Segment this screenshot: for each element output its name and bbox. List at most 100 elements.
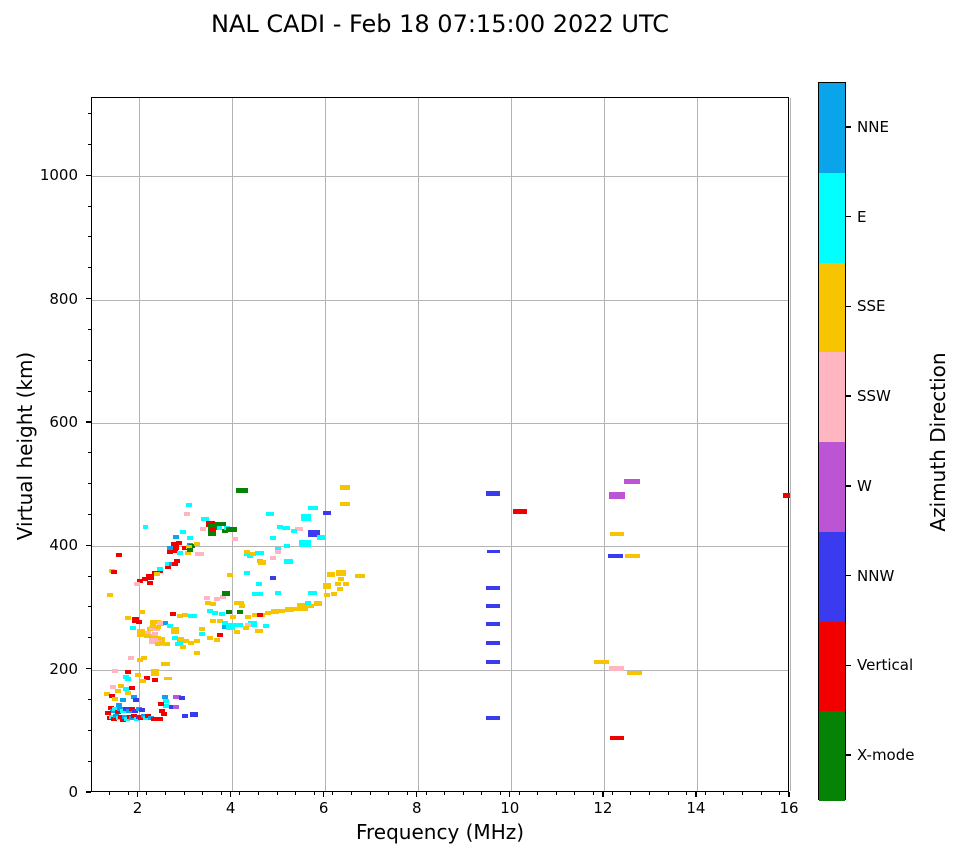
y-minor-tick — [88, 452, 91, 454]
y-minor-tick — [88, 359, 91, 361]
data-point — [245, 623, 252, 628]
data-point — [105, 710, 112, 715]
colorbar-segment-nne — [819, 83, 845, 173]
colorbar-segment-ssw — [819, 352, 845, 442]
data-point — [182, 546, 189, 551]
data-point — [188, 641, 195, 646]
x-minor-tick — [686, 792, 688, 795]
data-point — [205, 521, 215, 528]
x-minor-tick — [741, 792, 743, 795]
data-point — [337, 586, 344, 591]
x-major-tick-2 — [136, 792, 139, 797]
data-point — [171, 541, 180, 550]
data-point — [220, 594, 227, 599]
x-minor-tick — [537, 792, 539, 795]
data-point — [109, 708, 116, 713]
x-minor-tick — [779, 792, 781, 795]
data-point — [175, 641, 184, 646]
data-point — [266, 512, 275, 517]
data-point — [111, 668, 118, 673]
data-point — [113, 713, 120, 718]
data-point — [159, 641, 166, 646]
x-minor-tick — [109, 792, 111, 795]
data-point — [103, 691, 110, 696]
colorbar-label-sse: SSE — [857, 297, 886, 316]
data-point — [171, 548, 178, 553]
y-major-tick-1000 — [86, 174, 91, 176]
data-point — [176, 541, 183, 546]
data-point — [162, 699, 169, 704]
data-point — [334, 581, 341, 586]
data-point — [179, 696, 186, 701]
x-minor-tick — [220, 792, 222, 795]
data-point — [274, 591, 281, 596]
data-point — [323, 582, 332, 589]
gridline-x-16 — [790, 98, 791, 791]
y-tick-label-600: 600 — [49, 412, 78, 431]
data-point — [486, 660, 501, 665]
colorbar-segment-e — [819, 172, 845, 263]
data-point — [156, 620, 163, 625]
data-point — [305, 601, 312, 606]
y-major-tick-200 — [86, 667, 91, 670]
data-point — [180, 644, 187, 649]
x-major-tick-12 — [602, 792, 604, 797]
data-point — [225, 622, 235, 630]
x-minor-tick — [295, 792, 297, 795]
data-point — [213, 525, 223, 530]
colorbar-segment-nnw — [819, 531, 845, 622]
data-point — [204, 596, 211, 601]
y-tick-label-800: 800 — [49, 289, 78, 308]
data-point — [161, 712, 168, 717]
data-point — [252, 591, 259, 596]
data-point — [129, 716, 136, 721]
x-minor-tick — [760, 792, 762, 795]
data-point — [159, 708, 166, 713]
data-point — [255, 581, 262, 586]
data-point — [128, 655, 135, 660]
data-point — [162, 704, 169, 709]
data-point — [163, 677, 172, 681]
data-point — [131, 617, 139, 624]
data-point — [163, 641, 170, 646]
data-point — [200, 527, 207, 532]
data-point — [222, 620, 229, 625]
data-point — [123, 706, 130, 711]
data-point — [156, 568, 163, 573]
data-point — [324, 593, 331, 598]
colorbar — [818, 82, 846, 801]
data-point — [226, 527, 238, 533]
x-tick-label-4: 4 — [225, 799, 236, 817]
data-point — [222, 625, 229, 630]
colorbar-label-vertical: Vertical — [857, 656, 914, 675]
data-point — [155, 625, 162, 630]
data-point — [291, 528, 298, 533]
y-axis-label: Virtual height (km) — [13, 351, 37, 541]
data-point — [277, 525, 284, 530]
data-point — [141, 655, 148, 660]
data-point — [207, 609, 214, 614]
colorbar-tick-sse — [846, 305, 851, 308]
data-point — [182, 638, 189, 643]
data-point — [142, 577, 149, 581]
data-point — [124, 670, 131, 675]
data-point — [136, 657, 143, 662]
data-point — [222, 528, 229, 533]
data-point — [234, 630, 241, 635]
data-point — [236, 601, 245, 606]
data-point — [152, 631, 159, 636]
data-point — [782, 492, 790, 498]
x-minor-tick — [444, 792, 446, 795]
data-point — [130, 695, 137, 700]
data-point — [247, 554, 254, 559]
data-point — [217, 633, 224, 638]
data-point — [257, 591, 264, 596]
y-minor-tick — [88, 729, 91, 731]
x-minor-tick — [667, 792, 669, 795]
gridline-x-14 — [696, 98, 698, 791]
x-minor-tick — [425, 792, 427, 795]
data-point — [143, 633, 150, 638]
data-point — [109, 684, 116, 689]
x-tick-label-14: 14 — [686, 799, 706, 817]
data-point — [244, 549, 251, 554]
